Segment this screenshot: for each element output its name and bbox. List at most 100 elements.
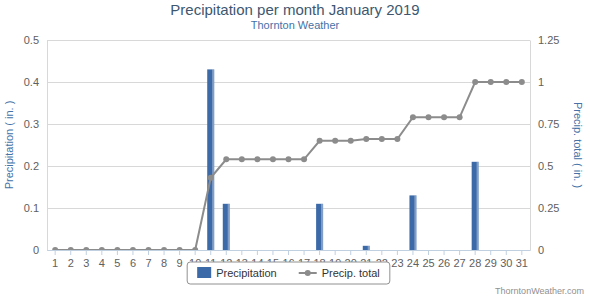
bar-highlight bbox=[321, 204, 323, 250]
x-tick-label: 28 bbox=[469, 257, 481, 269]
line-marker bbox=[317, 138, 323, 144]
y-axis: 0 0.1 0.2 0.3 0.4 0.5 bbox=[24, 34, 48, 256]
y-tick-label: 0.1 bbox=[24, 202, 39, 214]
y-tick-label: 0 bbox=[33, 244, 39, 256]
bar bbox=[347, 250, 354, 251]
x-tick-label: 29 bbox=[485, 257, 497, 269]
y2-tick: 0.25 bbox=[530, 202, 559, 214]
y2-tick: 0.5 bbox=[530, 160, 553, 172]
bar-highlight bbox=[399, 250, 401, 251]
line-marker bbox=[223, 156, 229, 162]
bar-highlight bbox=[445, 250, 447, 251]
bar bbox=[285, 250, 292, 251]
bar-highlight bbox=[414, 195, 416, 250]
bar-highlight bbox=[383, 250, 385, 251]
line-marker bbox=[332, 138, 338, 144]
bar-highlight bbox=[259, 250, 261, 251]
line-series bbox=[52, 79, 525, 250]
y2-tick-label: 0.25 bbox=[538, 202, 559, 214]
bar bbox=[332, 250, 339, 251]
x-tick-label: 7 bbox=[145, 257, 151, 269]
bar bbox=[394, 250, 401, 251]
x-tick-mark bbox=[70, 250, 71, 255]
x-tick-label: 2 bbox=[68, 257, 74, 269]
bar-highlight bbox=[337, 250, 339, 251]
line-marker bbox=[52, 247, 58, 250]
x-tick-mark bbox=[397, 250, 398, 255]
x-tick: 31 bbox=[516, 250, 528, 269]
y2-tick: 1.25 bbox=[530, 34, 559, 46]
legend-label: Precip. total bbox=[322, 267, 380, 279]
y2-tick-label: 1 bbox=[538, 76, 544, 88]
x-tick-mark bbox=[490, 250, 491, 255]
y-tick-label: 0.5 bbox=[24, 34, 39, 46]
x-tick-mark bbox=[335, 250, 336, 255]
y2-tick: 1 bbox=[530, 76, 544, 88]
bar-highlight bbox=[430, 250, 432, 251]
x-tick-mark bbox=[210, 250, 211, 255]
bar bbox=[378, 250, 385, 251]
bar-highlight bbox=[461, 250, 463, 251]
x-tick-mark bbox=[272, 250, 273, 255]
line-marker bbox=[146, 247, 152, 250]
x-tick: 5 bbox=[114, 250, 120, 269]
line-marker bbox=[488, 79, 494, 85]
x-tick-mark bbox=[148, 250, 149, 255]
grid-line bbox=[47, 166, 530, 167]
x-tick-mark bbox=[132, 250, 133, 255]
x-tick-mark bbox=[117, 250, 118, 255]
legend-item: Precip. total bbox=[299, 267, 380, 279]
x-tick: 28 bbox=[469, 250, 481, 269]
bar-highlight bbox=[368, 246, 370, 250]
x-tick: 30 bbox=[500, 250, 512, 269]
x-tick-mark bbox=[195, 250, 196, 255]
x-tick-mark bbox=[304, 250, 305, 255]
y2-tick-label: 0 bbox=[538, 244, 544, 256]
line-marker bbox=[503, 79, 509, 85]
line-marker bbox=[254, 156, 260, 162]
x-tick-mark bbox=[521, 250, 522, 255]
bar-highlight bbox=[492, 250, 494, 251]
x-tick: 25 bbox=[422, 250, 434, 269]
line-marker bbox=[177, 247, 183, 250]
bar-highlight bbox=[212, 69, 214, 250]
line-marker bbox=[394, 136, 400, 142]
legend: PrecipitationPrecip. total bbox=[187, 262, 390, 284]
x-tick-mark bbox=[86, 250, 87, 255]
bar-highlight bbox=[274, 250, 276, 251]
line-marker bbox=[239, 156, 245, 162]
line-marker bbox=[457, 114, 463, 120]
bar bbox=[487, 250, 494, 251]
line-marker bbox=[99, 247, 105, 250]
grid-line bbox=[47, 82, 530, 83]
x-tick-mark bbox=[444, 250, 445, 255]
x-tick: 29 bbox=[485, 250, 497, 269]
x-tick-mark bbox=[459, 250, 460, 255]
y-tick: 0.2 bbox=[24, 160, 47, 172]
y-tick: 0.3 bbox=[24, 118, 47, 130]
bar-highlight bbox=[228, 204, 230, 250]
x-tick-mark bbox=[179, 250, 180, 255]
x-tick-mark bbox=[257, 250, 258, 255]
x-tick-mark bbox=[241, 250, 242, 255]
legend-swatch bbox=[197, 267, 211, 278]
x-tick-label: 31 bbox=[516, 257, 528, 269]
annotation: ThorntonWeather.com bbox=[495, 286, 584, 296]
y2-tick: 0 bbox=[530, 244, 544, 256]
x-tick-mark bbox=[55, 250, 56, 255]
line-marker bbox=[130, 247, 136, 250]
subtitle: Thornton Weather bbox=[251, 19, 340, 31]
x-tick-label: 26 bbox=[438, 257, 450, 269]
line-marker bbox=[519, 79, 525, 85]
x-tick-mark bbox=[506, 250, 507, 255]
bar bbox=[503, 250, 510, 251]
y-tick: 0.1 bbox=[24, 202, 47, 214]
bar bbox=[223, 204, 230, 250]
bar bbox=[363, 246, 370, 250]
x-tick: 3 bbox=[83, 250, 89, 269]
y-tick: 0.4 bbox=[24, 76, 47, 88]
x-tick-mark bbox=[101, 250, 102, 255]
x-tick-label: 27 bbox=[453, 257, 465, 269]
line-marker bbox=[208, 175, 214, 181]
x-tick-mark bbox=[350, 250, 351, 255]
